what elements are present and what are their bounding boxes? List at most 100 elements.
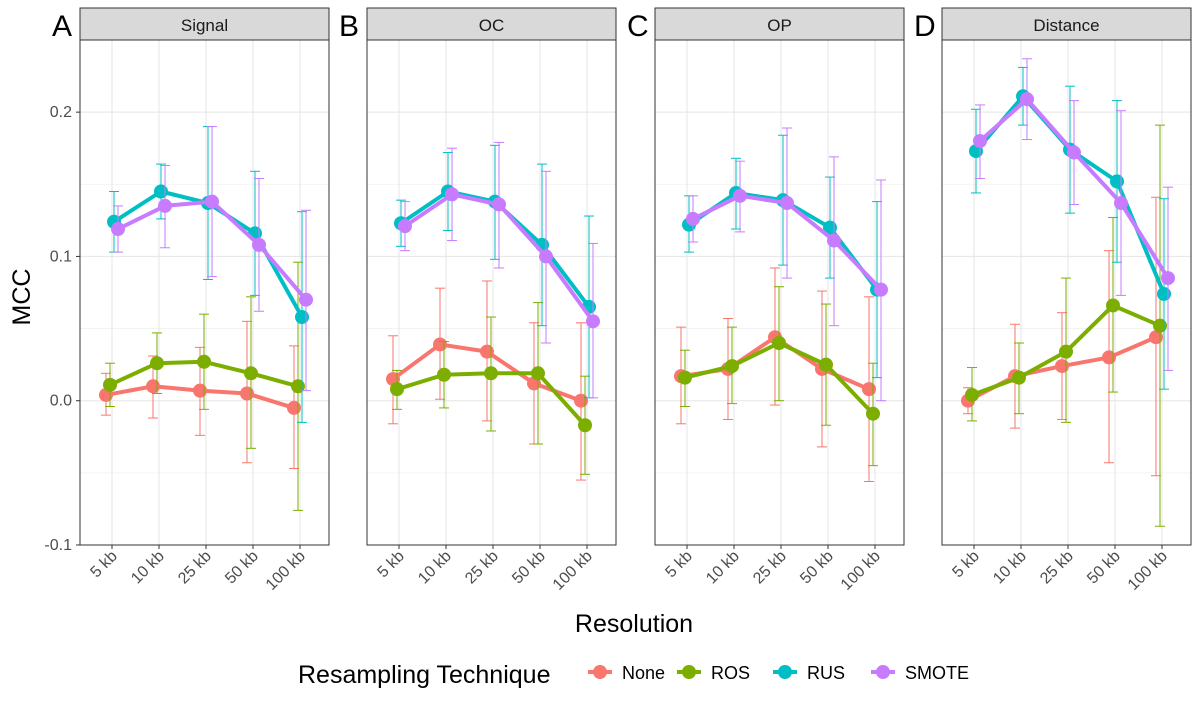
x-tick-label: 5 kb (374, 548, 407, 581)
data-point (111, 222, 125, 237)
x-tick-label: 100 kb (550, 548, 596, 594)
y-axis-title: MCC (8, 269, 36, 326)
x-axis-title: Resolution (575, 610, 693, 638)
data-point (437, 367, 451, 382)
data-point (819, 357, 833, 372)
facet-panel-op: OP C 5 kb 10 kb 25 kb 50 kb 100 kb (627, 7, 905, 594)
facet-panel-distance: Distance D 5 kb 10 kb 25 kb 50 kb 100 kb (914, 7, 1192, 594)
data-point (240, 386, 254, 401)
data-point (1102, 350, 1116, 365)
y-tick-label: 0.1 (50, 248, 72, 265)
facet-strip-label: Signal (181, 16, 228, 35)
data-point (299, 292, 313, 307)
data-point (678, 370, 692, 385)
legend-item-none: None (588, 663, 665, 683)
y-tick-label: 0.2 (50, 104, 72, 121)
legend-label: None (622, 663, 665, 683)
y-tick-label: 0.0 (50, 393, 72, 410)
data-point (480, 344, 494, 359)
x-tick-label: 50 kb (1084, 548, 1124, 588)
data-point (531, 366, 545, 381)
data-point (398, 219, 412, 234)
data-point (862, 382, 876, 397)
y-tick-label: -0.1 (44, 537, 72, 554)
data-point (686, 211, 700, 226)
panel-letter: C (627, 10, 649, 43)
data-point (146, 379, 160, 394)
series-smote (111, 126, 313, 392)
data-point (390, 382, 404, 397)
x-tick-label: 5 kb (87, 548, 120, 581)
data-point (1012, 370, 1026, 385)
legend-key-point (593, 665, 607, 679)
data-point (193, 383, 207, 398)
legend-item-rus: RUS (773, 663, 845, 683)
legend: Resampling Technique None ROS RUS SMOTE (298, 661, 969, 689)
data-point (973, 134, 987, 148)
legend-key-point (682, 665, 696, 679)
data-point (1153, 318, 1167, 333)
data-point (1067, 145, 1081, 160)
data-point (866, 406, 880, 421)
legend-label: RUS (807, 663, 845, 683)
data-point (1110, 174, 1124, 189)
legend-title: Resampling Technique (298, 661, 550, 689)
data-point (197, 354, 211, 369)
facet-strip (79, 7, 330, 41)
x-tick-label: 50 kb (509, 548, 549, 588)
data-point (445, 187, 459, 202)
panel-letter: D (914, 10, 936, 43)
data-point (574, 393, 588, 408)
data-point (1114, 196, 1128, 211)
data-point (965, 387, 979, 402)
data-point (484, 366, 498, 381)
data-point (295, 310, 309, 325)
data-point (780, 196, 794, 211)
legend-label: ROS (711, 663, 750, 683)
data-point (1106, 298, 1120, 313)
data-point (205, 194, 219, 209)
data-point (1161, 271, 1175, 286)
x-tick-label: 10 kb (703, 548, 743, 588)
facet-strip (654, 7, 905, 41)
data-point (772, 336, 786, 350)
facet-strip-label: OP (767, 16, 792, 35)
data-point (244, 366, 258, 381)
facet-strip-label: Distance (1033, 16, 1099, 35)
data-point (103, 377, 117, 392)
data-point (586, 314, 600, 329)
series-ros (965, 124, 1167, 527)
panel-background (80, 40, 329, 545)
data-point (725, 359, 739, 374)
data-point (291, 379, 305, 394)
facet-panel-oc: OC B 5 kb 10 kb 25 kb 50 kb 100 kb (339, 7, 617, 594)
x-tick-label: 10 kb (128, 548, 168, 588)
legend-item-smote: SMOTE (871, 663, 969, 683)
series-smote (973, 58, 1175, 371)
series-ros (678, 286, 880, 467)
series-smote (398, 141, 600, 399)
facet-strip (366, 7, 617, 41)
facet-strip-label: OC (479, 16, 505, 35)
data-point (1059, 344, 1073, 359)
legend-label: SMOTE (905, 663, 969, 683)
x-tick-label: 25 kb (1037, 548, 1077, 588)
x-tick-label: 5 kb (662, 548, 695, 581)
series-smote (686, 127, 888, 402)
x-tick-label: 25 kb (175, 548, 215, 588)
x-tick-label: 25 kb (462, 548, 502, 588)
x-tick-label: 10 kb (415, 548, 455, 588)
x-tick-label: 10 kb (990, 548, 1030, 588)
legend-item-ros: ROS (677, 663, 750, 683)
data-point (1055, 359, 1069, 374)
data-point (154, 184, 168, 199)
legend-key-point (876, 665, 890, 679)
data-point (158, 198, 172, 213)
x-tick-label: 100 kb (263, 548, 309, 594)
panel-letter: B (339, 10, 359, 43)
data-point (1157, 286, 1171, 301)
x-tick-label: 100 kb (838, 548, 884, 594)
y-axis: -0.1 0.0 0.1 0.2 (44, 104, 80, 554)
